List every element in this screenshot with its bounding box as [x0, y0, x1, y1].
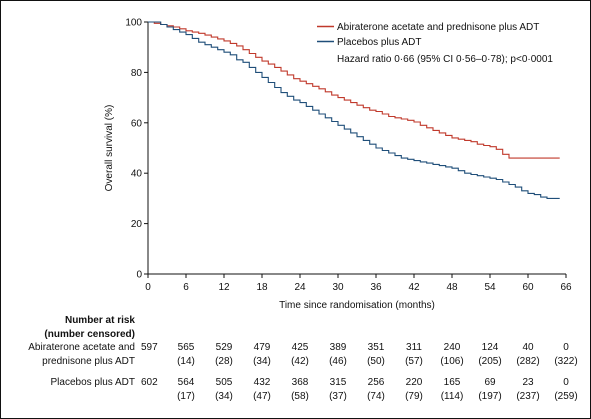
x-tick-label: 42 [408, 282, 420, 293]
risk-at-risk-value: 124 [482, 342, 499, 353]
risk-censored-value: (42) [291, 356, 309, 367]
x-axis-title: Time since randomisation (months) [279, 300, 435, 311]
risk-censored-value: (47) [253, 391, 271, 402]
x-tick-label: 18 [256, 282, 268, 293]
risk-at-risk-value: 220 [406, 377, 423, 388]
y-tick-label: 20 [131, 219, 143, 230]
risk-at-risk-value: 256 [368, 377, 385, 388]
axes: 0 20 40 60 80 100 0 6 12 18 24 30 36 42 48 54 60 66 [125, 18, 572, 294]
x-tick-label: 0 [145, 282, 151, 293]
risk-at-risk-value: 432 [254, 377, 271, 388]
risk-at-risk-value: 529 [216, 342, 233, 353]
legend-label-0: Abiraterone acetate and prednisone plus … [337, 22, 539, 33]
x-tick-label: 60 [522, 282, 534, 293]
risk-censored-value: (282) [516, 356, 539, 367]
risk-censored-value: (37) [329, 391, 347, 402]
risk-at-risk-value: 0 [563, 342, 569, 353]
risk-censored-value: (197) [478, 391, 501, 402]
risk-group-label: Abiraterone acetate and [28, 342, 135, 353]
risk-initial-count: 602 [141, 377, 158, 388]
risk-at-risk-value: 165 [444, 377, 461, 388]
risk-at-risk-value: 565 [178, 342, 195, 353]
y-tick-label: 60 [131, 118, 143, 129]
x-tick-label: 54 [484, 282, 496, 293]
y-axis-title: Overall survival (%) [104, 105, 115, 192]
risk-table: Number at risk (number censored) Abiratero… [28, 315, 577, 402]
series-line-0 [148, 21, 560, 159]
y-tick-label: 80 [131, 68, 143, 79]
risk-censored-value: (58) [291, 391, 309, 402]
risk-censored-value: (259) [554, 391, 577, 402]
risk-at-risk-value: 505 [216, 377, 233, 388]
risk-table-subtitle: (number censored) [44, 329, 135, 340]
survival-curves [148, 21, 560, 199]
risk-at-risk-value: 564 [178, 377, 195, 388]
x-tick-label: 48 [446, 282, 458, 293]
risk-at-risk-value: 240 [444, 342, 461, 353]
risk-at-risk-value: 368 [292, 377, 309, 388]
y-tick-label: 0 [136, 270, 142, 281]
risk-censored-value: (34) [215, 391, 233, 402]
risk-censored-value: (28) [215, 356, 233, 367]
risk-initial-count: 597 [141, 342, 158, 353]
x-tick-label: 24 [294, 282, 306, 293]
legend-label-1: Placebos plus ADT [337, 37, 422, 48]
x-tick-label: 36 [370, 282, 382, 293]
series-line-1 [148, 21, 560, 199]
risk-censored-value: (322) [554, 356, 577, 367]
risk-censored-value: (50) [367, 356, 385, 367]
x-tick-label: 66 [560, 282, 572, 293]
y-tick-label: 40 [131, 169, 143, 180]
risk-at-risk-value: 351 [368, 342, 385, 353]
risk-censored-value: (14) [177, 356, 195, 367]
risk-censored-value: (79) [405, 391, 423, 402]
risk-censored-value: (114) [441, 391, 464, 402]
risk-at-risk-value: 69 [484, 377, 496, 388]
risk-group-label: prednisone plus ADT [42, 356, 135, 367]
risk-censored-value: (57) [405, 356, 423, 367]
risk-at-risk-value: 479 [254, 342, 271, 353]
risk-table-title: Number at risk [65, 315, 135, 326]
x-tick-label: 30 [332, 282, 344, 293]
risk-at-risk-value: 315 [330, 377, 347, 388]
risk-censored-value: (17) [177, 391, 195, 402]
risk-censored-value: (205) [478, 356, 501, 367]
risk-censored-value: (106) [440, 356, 463, 367]
risk-at-risk-value: 23 [522, 377, 534, 388]
risk-censored-value: (34) [253, 356, 271, 367]
risk-at-risk-value: 311 [406, 342, 422, 353]
risk-group-label: Placebos plus ADT [51, 377, 136, 388]
risk-at-risk-value: 0 [563, 377, 569, 388]
risk-at-risk-value: 40 [522, 342, 534, 353]
x-tick-label: 12 [218, 282, 230, 293]
legend: Abiraterone acetate and prednisone plus … [317, 22, 553, 65]
x-tick-label: 6 [183, 282, 189, 293]
risk-censored-value: (237) [516, 391, 539, 402]
risk-censored-value: (46) [329, 356, 347, 367]
hazard-ratio-annotation: Hazard ratio 0·66 (95% CI 0·56–0·78); p<… [337, 54, 553, 65]
risk-censored-value: (74) [367, 391, 385, 402]
risk-at-risk-value: 425 [292, 342, 309, 353]
y-tick-label: 100 [125, 18, 142, 29]
risk-at-risk-value: 389 [330, 342, 347, 353]
